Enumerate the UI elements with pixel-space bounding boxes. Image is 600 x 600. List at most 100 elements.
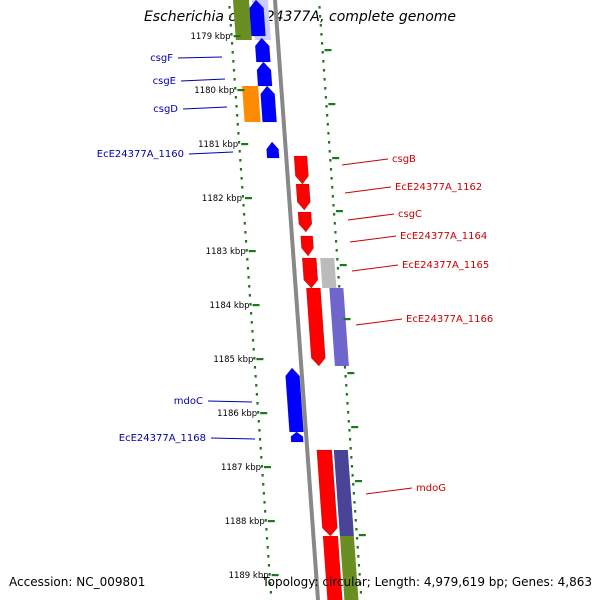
- dot-inner: [258, 438, 262, 441]
- dot-inner: [243, 213, 246, 216]
- dot-inner: [232, 60, 235, 63]
- dot-outer: [345, 384, 348, 387]
- dot-outer: [321, 51, 324, 54]
- ruler-label: 1187 kbp: [221, 463, 261, 473]
- outer-tick: [343, 318, 351, 321]
- outer-tick: [358, 534, 366, 537]
- dot-inner: [251, 339, 255, 342]
- outer-tick: [332, 157, 340, 160]
- dot-inner: [249, 303, 252, 306]
- dot-outer: [331, 186, 334, 189]
- dot-inner: [239, 159, 242, 162]
- dot-outer: [350, 456, 353, 459]
- dot-outer: [349, 447, 352, 450]
- ruler-label: 1183 kbp: [206, 247, 246, 257]
- cog-block-purple: [329, 288, 349, 366]
- dot-outer: [334, 231, 337, 234]
- gene-labels: csgF csgE csgD EcE24377A_1160 mdoC EcE24377A_…: [97, 53, 493, 495]
- dot-inner: [234, 87, 237, 90]
- gene-arrow-top: [249, 0, 266, 37]
- ruler-label: 1182 kbp: [202, 194, 242, 204]
- dot-inner: [228, 6, 231, 9]
- dot-outer: [332, 204, 335, 207]
- dot-inner: [244, 240, 248, 243]
- gene-label-forward: csgB: [392, 154, 416, 165]
- dot-inner: [264, 510, 267, 513]
- dot-inner: [255, 393, 258, 396]
- dot-inner: [266, 546, 269, 549]
- gene-label-reverse: mdoC: [174, 396, 203, 407]
- dot-outer: [344, 375, 347, 378]
- label-leader-forward: [349, 235, 397, 243]
- dot-outer: [338, 285, 341, 288]
- ruler-tick: [233, 35, 241, 38]
- dot-outer: [333, 213, 336, 216]
- dot-inner: [265, 537, 269, 540]
- dot-inner: [250, 312, 253, 315]
- ruler-label: 1188 kbp: [225, 517, 265, 527]
- dot-inner: [241, 195, 244, 198]
- dot-outer: [323, 78, 326, 81]
- dot-outer: [320, 42, 324, 45]
- dot-outer: [337, 276, 340, 279]
- dot-inner: [268, 573, 271, 576]
- dot-outer: [329, 168, 333, 171]
- dot-inner: [269, 591, 272, 594]
- dot-outer: [326, 123, 329, 126]
- dot-inner: [269, 582, 272, 585]
- label-leader-reverse: [207, 400, 253, 403]
- outer-tick: [324, 49, 332, 52]
- dot-outer: [325, 105, 328, 108]
- label-leader-forward: [355, 318, 403, 326]
- dot-outer: [322, 60, 325, 63]
- dot-outer: [324, 96, 327, 99]
- dot-inner: [230, 33, 233, 36]
- dot-outer: [336, 258, 339, 261]
- dot-outer: [346, 402, 349, 405]
- gene-arrow-csgF: [254, 37, 271, 63]
- gene-arrow-1160: [266, 141, 280, 159]
- dot-inner: [253, 357, 256, 360]
- dot-inner: [247, 276, 250, 279]
- gene-label-forward: EcE24377A_1165: [402, 260, 489, 271]
- ruler-tick: [256, 358, 264, 361]
- label-leader-forward: [365, 487, 413, 495]
- ruler-label: 1180 kbp: [194, 86, 234, 96]
- ruler-tick: [260, 412, 268, 415]
- label-leader-reverse: [182, 106, 228, 110]
- dot-inner: [237, 132, 240, 135]
- dot-inner: [243, 222, 246, 225]
- outer-tick: [339, 264, 347, 267]
- gene-label-reverse: csgF: [150, 53, 173, 64]
- cog-block-orange: [242, 86, 261, 122]
- dot-outer: [343, 366, 347, 369]
- dot-inner: [258, 429, 261, 432]
- gene-label-forward: mdoG: [416, 483, 446, 494]
- dot-outer: [327, 141, 331, 144]
- dot-inner: [248, 294, 251, 297]
- ruler-tick: [244, 197, 252, 200]
- dot-inner: [256, 402, 259, 405]
- dot-inner: [237, 141, 241, 144]
- ruler-tick: [271, 574, 279, 577]
- cog-block-indigo: [333, 450, 354, 536]
- ruler-tick: [252, 304, 260, 307]
- dot-inner: [257, 411, 260, 414]
- dot-outer: [348, 429, 351, 432]
- gene-arrow-1162: [295, 183, 311, 211]
- genome-summary: Topology: circular; Length: 4,979,619 bp…: [262, 575, 592, 589]
- dot-outer: [318, 6, 321, 9]
- label-leader-forward: [341, 158, 389, 166]
- ruler-tick: [241, 143, 249, 146]
- accession-text: Accession: NC_009801: [9, 575, 146, 589]
- gene-arrow-bottom: [322, 536, 343, 600]
- gene-label-forward: EcE24377A_1164: [400, 231, 487, 242]
- dot-outer: [329, 159, 332, 162]
- ruler-tick: [264, 466, 272, 469]
- dot-inner: [238, 150, 241, 153]
- dot-inner: [240, 177, 243, 180]
- kbp-ruler: 1179 kbp 1180 kbp 1181 kbp 1182 kbp 1183 kbp…: [190, 32, 366, 581]
- dot-inner: [262, 483, 265, 486]
- dot-inner: [229, 24, 232, 27]
- dot-outer: [351, 474, 354, 477]
